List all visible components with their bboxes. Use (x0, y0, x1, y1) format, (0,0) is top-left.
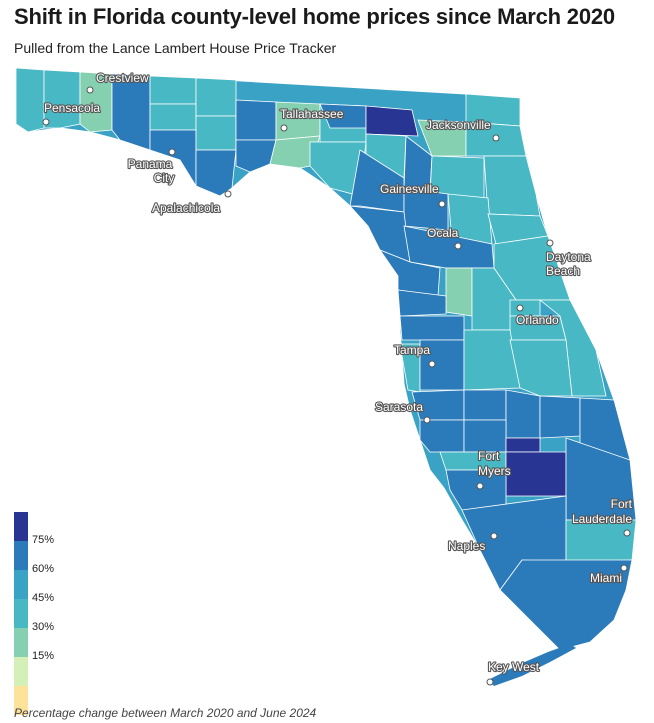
city-marker: Panama City (127, 148, 176, 186)
city-marker: Fort Lauderdale (571, 496, 634, 537)
county-holmes (149, 75, 197, 105)
florida-county-map: Crestview Pensacola Tallahassee Jacksonv… (15, 67, 637, 686)
county-okaloosa (79, 71, 113, 133)
legend-swatch-below-0 (14, 686, 28, 715)
county-hendry (505, 451, 567, 497)
city-marker: Sarasota (374, 399, 431, 424)
legend-tick-30: 30% (32, 621, 55, 633)
legend-tick-45: 45% (32, 592, 55, 604)
county-gadsden (235, 99, 277, 141)
city-label-panama-city: Panama City (128, 157, 175, 185)
city-label-key-west: Key West (488, 660, 540, 674)
county-hamilton (365, 105, 419, 137)
city-label-tampa: Tampa (394, 343, 430, 357)
county-glades (505, 437, 541, 453)
city-marker: Pensacola (42, 100, 101, 126)
city-marker: Naples (447, 532, 498, 554)
county-taylor (309, 141, 367, 197)
chart-footnote: Percentage change between March 2020 and… (14, 706, 317, 720)
city-marker: Tampa (393, 342, 436, 368)
county-liberty (235, 139, 277, 173)
county-sarasota (419, 419, 465, 453)
city-marker: Key West (486, 659, 541, 686)
city-label-fort-myers: Fort Myers (478, 449, 511, 478)
city-marker: Daytona Beach (545, 239, 592, 279)
county-osceola (509, 339, 573, 397)
county-wakulla (269, 135, 321, 169)
city-label-daytona-beach: Daytona Beach (546, 250, 591, 278)
city-label-sarasota: Sarasota (375, 400, 423, 414)
county-escambia (15, 67, 45, 133)
city-marker: Jacksonville (425, 117, 500, 142)
county-walton (111, 73, 151, 151)
city-label-ocala: Ocala (427, 226, 459, 240)
county-miami-dade (499, 559, 633, 651)
county-washington (149, 103, 197, 131)
county-sumter (445, 267, 473, 317)
county-monroe-keys (488, 644, 576, 686)
legend-swatch-45-60 (14, 570, 28, 599)
city-label-jacksonville: Jacksonville (426, 118, 491, 132)
chart-title: Shift in Florida county-level home price… (14, 4, 615, 29)
city-marker: Fort Myers (476, 448, 512, 490)
city-marker: Orlando (515, 304, 560, 328)
county-hernando (397, 289, 447, 317)
county-dixie-lafayette (349, 149, 405, 213)
county-hardee (463, 389, 507, 421)
county-st-johns (483, 155, 541, 217)
county-gulf (195, 149, 237, 197)
legend-swatch-30-45 (14, 599, 28, 628)
county-brevard (538, 299, 607, 397)
county-bay (149, 129, 197, 188)
city-label-orlando: Orlando (516, 313, 559, 327)
legend-swatch-15-30 (14, 628, 28, 657)
city-label-tallahassee: Tallahassee (280, 107, 344, 121)
city-marker: Miami (589, 564, 628, 586)
city-label-fort-lauderdale: Fort Lauderdale (572, 497, 633, 526)
city-marker: Crestview (86, 70, 150, 94)
city-label-naples: Naples (448, 539, 485, 553)
legend-swatch-0-15 (14, 657, 28, 686)
county-broward (565, 519, 637, 563)
county-okeechobee (539, 395, 581, 439)
city-marker: Ocala (426, 225, 462, 250)
city-marker: Tallahassee (279, 106, 345, 132)
legend-tick-75: 75% (32, 534, 55, 546)
county-pasco (399, 315, 465, 341)
city-layer: Crestview Pensacola Tallahassee Jacksonv… (42, 70, 634, 686)
county-calhoun (195, 115, 237, 151)
city-label-crestview: Crestview (96, 71, 149, 85)
city-label-pensacola: Pensacola (44, 101, 100, 115)
city-label-apalachicola: Apalachicola (152, 201, 220, 215)
legend-tick-15: 15% (32, 650, 55, 662)
county-levy (348, 205, 411, 263)
chart-subtitle: Pulled from the Lance Lambert House Pric… (14, 40, 337, 56)
city-label-miami: Miami (590, 571, 622, 585)
county-polk (463, 329, 521, 391)
county-desoto (463, 419, 507, 453)
legend-tick-60: 60% (32, 563, 55, 575)
city-marker: Gainesville (379, 181, 446, 208)
county-pinellas (401, 343, 421, 393)
county-santa-rosa (43, 69, 81, 129)
county-jackson (195, 77, 237, 117)
city-marker: Apalachicola (151, 190, 232, 216)
legend-swatch-60-75 (14, 541, 28, 570)
color-legend: 75% 60% 45% 30% 15% (14, 512, 54, 715)
county-highlands (505, 389, 541, 439)
city-label-gainesville: Gainesville (380, 182, 439, 196)
legend-swatch-75-plus (14, 512, 28, 541)
